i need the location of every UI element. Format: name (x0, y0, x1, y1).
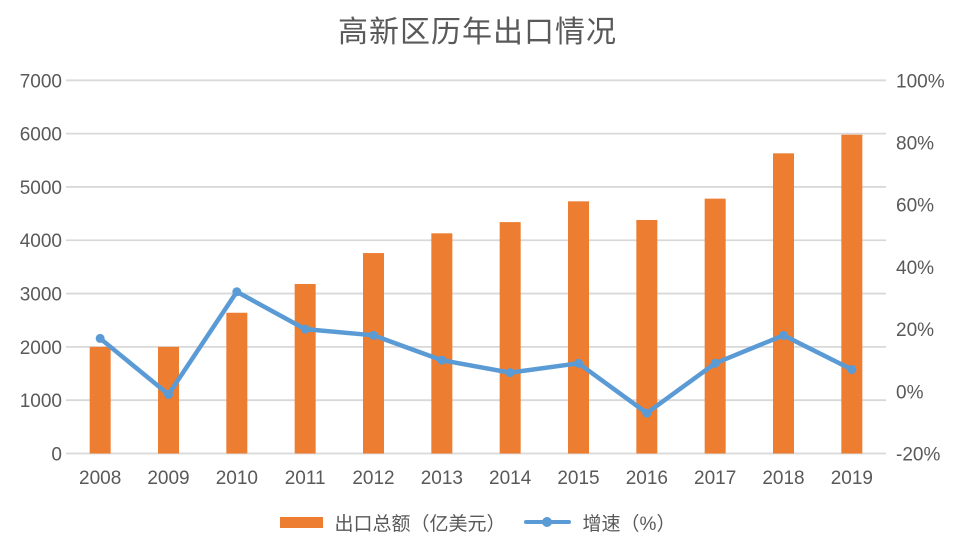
right-axis-tick-label: 100% (896, 71, 945, 92)
line-marker-2015 (574, 358, 583, 368)
category-label-2009: 2009 (147, 468, 189, 489)
category-label-2010: 2010 (216, 468, 258, 489)
line-marker-2014 (505, 368, 515, 378)
line-marker-2009 (164, 389, 173, 399)
left-axis-tick-label: 7000 (20, 71, 62, 92)
bar-2017 (704, 198, 726, 454)
bar-2018 (773, 153, 794, 454)
bar-2019 (841, 134, 863, 454)
line-marker-2019 (847, 365, 857, 375)
line-marker-2017 (710, 358, 720, 368)
x-axis-labels: 2008 2009 2010 2011 2012 2013 2014 2015 2016 2017… (79, 468, 873, 489)
left-axis-tick-label: 3000 (20, 285, 62, 306)
category-label-2019: 2019 (831, 468, 873, 489)
legend-line-swatch (523, 516, 571, 528)
line-marker-2013 (437, 355, 447, 365)
legend-line-label: 增速（%） (582, 513, 676, 535)
left-axis-tick-label: 0 (51, 445, 62, 466)
category-label-2015: 2015 (557, 468, 599, 489)
category-label-2014: 2014 (489, 468, 532, 489)
legend-bar-swatch (279, 516, 323, 528)
category-label-2012: 2012 (352, 468, 394, 489)
category-label-2013: 2013 (421, 468, 463, 489)
category-label-2008: 2008 (79, 468, 121, 489)
line-marker-2011 (300, 324, 310, 334)
bar-2014 (499, 222, 521, 454)
bar-2008 (89, 346, 111, 454)
left-axis-tick-label: 4000 (20, 231, 62, 252)
legend-line-marker-icon (541, 517, 552, 527)
left-axis-tick-label: 5000 (20, 178, 62, 199)
line-marker-2010 (232, 287, 242, 297)
bar-2012 (363, 253, 384, 454)
bar-2015 (568, 201, 589, 454)
right-axis-tick-label: 40% (896, 258, 934, 279)
legend-bar-label: 出口总额（亿美元） (334, 513, 506, 535)
bar-2010 (226, 312, 248, 454)
right-axis-tick-label: 60% (896, 196, 934, 217)
line-marker-2016 (642, 408, 652, 418)
line-marker-2008 (95, 333, 105, 343)
chart-plot-area: 0 1000 2000 3000 4000 5000 6000 7000 -20% 0% 20% 40… (20, 71, 945, 489)
category-label-2018: 2018 (762, 468, 804, 489)
line-markers (95, 287, 857, 418)
line-marker-2012 (369, 330, 378, 340)
category-label-2011: 2011 (285, 468, 326, 489)
right-axis-labels: -20% 0% 20% 40% 60% 80% 100% (896, 71, 945, 465)
category-label-2017: 2017 (694, 468, 736, 489)
right-axis-tick-label: 80% (896, 134, 934, 155)
left-axis-labels: 0 1000 2000 3000 4000 5000 6000 7000 (20, 71, 62, 465)
bar-2013 (431, 233, 453, 454)
bar-2011 (294, 283, 316, 454)
left-axis-tick-label: 1000 (20, 391, 62, 412)
left-axis-tick-label: 2000 (20, 338, 62, 359)
bars-series (89, 134, 863, 454)
left-axis-tick-label: 6000 (20, 125, 62, 146)
chart-title: 高新区历年出口情况 (338, 16, 617, 49)
chart-legend: 出口总额（亿美元） 增速（%） (0, 508, 955, 536)
category-label-2016: 2016 (626, 468, 668, 489)
right-axis-tick-label: 20% (896, 320, 934, 341)
bar-2016 (636, 219, 658, 454)
bar-2009 (158, 346, 179, 454)
line-marker-2018 (779, 330, 788, 340)
right-axis-tick-label: -20% (896, 445, 940, 466)
right-axis-tick-label: 0% (896, 382, 924, 403)
gridlines (66, 79, 886, 455)
growth-line (97, 289, 855, 416)
